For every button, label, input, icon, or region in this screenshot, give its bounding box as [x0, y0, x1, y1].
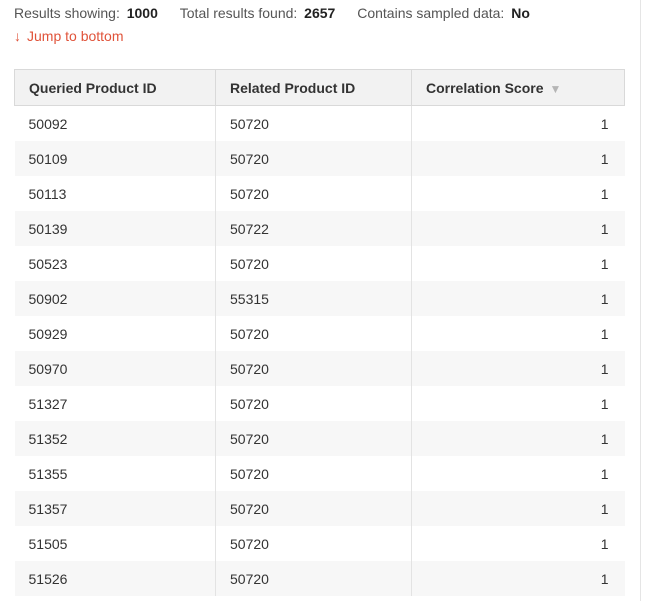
- cell-queried-product-id: 50929: [28, 325, 68, 342]
- column-header-label: Correlation Score: [426, 79, 544, 96]
- cell-queried-product-id: 50113: [28, 185, 67, 202]
- cell-queried-product-id: 51352: [14, 421, 216, 456]
- cell-correlation-score: 1: [411, 105, 625, 141]
- results-table: Queried Product ID Related Product ID Co…: [14, 69, 625, 596]
- cell-correlation-score: 1: [411, 316, 625, 351]
- cell-related-product-id: 50720: [215, 316, 412, 351]
- cell-queried-product-id: 51505: [28, 535, 68, 552]
- column-header-label: Queried Product ID: [29, 79, 157, 96]
- arrow-down-icon: ↓: [14, 28, 21, 44]
- cell-related-product-id: 55315: [215, 281, 412, 316]
- cell-related-product-id: 50720: [215, 456, 412, 491]
- cell-related-product-id: 50720: [215, 105, 412, 141]
- cell-related-product-id: 50720: [215, 491, 412, 526]
- total-results: Total results found: 2657: [180, 5, 339, 21]
- total-results-value: 2657: [304, 5, 336, 21]
- cell-related-product-id: 50720: [215, 246, 412, 281]
- cell-related-product-id: 50720: [215, 421, 412, 456]
- results-showing-value: 1000: [126, 5, 158, 21]
- column-header-label: Related Product ID: [230, 79, 356, 96]
- cell-correlation-score: 1: [411, 456, 625, 491]
- table-row[interactable]: 50092 50720 1: [15, 105, 625, 141]
- cell-correlation-score: 1: [411, 176, 625, 211]
- cell-correlation-score: 1: [411, 246, 625, 281]
- table-row[interactable]: 50523 50720 1: [15, 246, 625, 281]
- table-row[interactable]: 51327 50720 1: [15, 386, 625, 421]
- cell-queried-product-id: 51327: [28, 395, 68, 412]
- sampled-data-value: No: [511, 5, 530, 21]
- total-results-label: Total results found:: [179, 5, 298, 21]
- cell-related-product-id: 50722: [215, 211, 412, 246]
- cell-related-product-id: 50720: [215, 176, 412, 211]
- cell-correlation-score: 1: [411, 526, 625, 561]
- table-row[interactable]: 50109 50720 1: [14, 141, 625, 176]
- cell-correlation-score: 1: [411, 281, 625, 316]
- cell-queried-product-id: 50092: [28, 115, 68, 132]
- cell-queried-product-id: 50523: [28, 255, 68, 272]
- cell-related-product-id: 50720: [215, 561, 412, 596]
- table-row[interactable]: 50929 50720 1: [15, 316, 625, 351]
- sampled-data-label: Contains sampled data:: [357, 5, 505, 21]
- cell-queried-product-id: 50970: [14, 351, 216, 386]
- column-header-related-product-id[interactable]: Related Product ID: [215, 69, 412, 106]
- results-showing: Results showing: 1000: [14, 5, 162, 21]
- table-row[interactable]: 50139 50722 1: [14, 211, 625, 246]
- table-row[interactable]: 51352 50720 1: [14, 421, 625, 456]
- sampled-data: Contains sampled data: No: [357, 5, 530, 21]
- cell-related-product-id: 50720: [215, 386, 412, 421]
- table-row[interactable]: 50970 50720 1: [14, 351, 625, 386]
- cell-related-product-id: 50720: [215, 351, 412, 386]
- cell-related-product-id: 50720: [215, 141, 412, 176]
- table-row[interactable]: 51357 50720 1: [14, 491, 625, 526]
- table-row[interactable]: 51355 50720 1: [15, 456, 625, 491]
- jump-to-bottom-label: Jump to bottom: [27, 28, 124, 44]
- scrollbar[interactable]: [640, 0, 649, 601]
- cell-correlation-score: 1: [411, 351, 625, 386]
- cell-queried-product-id: 50109: [14, 141, 216, 176]
- table-row[interactable]: 51526 50720 1: [14, 561, 625, 596]
- cell-correlation-score: 1: [411, 141, 625, 176]
- column-header-correlation-score[interactable]: Correlation Score ▼: [411, 69, 625, 106]
- cell-correlation-score: 1: [411, 386, 625, 421]
- cell-queried-product-id: 50902: [14, 281, 216, 316]
- table-row[interactable]: 51505 50720 1: [15, 526, 625, 561]
- column-header-queried-product-id[interactable]: Queried Product ID: [14, 69, 216, 106]
- cell-related-product-id: 50720: [215, 526, 412, 561]
- cell-queried-product-id: 51355: [28, 465, 68, 482]
- cell-correlation-score: 1: [411, 211, 625, 246]
- table-header-row: Queried Product ID Related Product ID Co…: [14, 69, 625, 106]
- cell-queried-product-id: 51357: [14, 491, 216, 526]
- table-row[interactable]: 50902 55315 1: [14, 281, 625, 316]
- cell-queried-product-id: 51526: [14, 561, 216, 596]
- table-row[interactable]: 50113 50720 1: [15, 176, 625, 211]
- cell-correlation-score: 1: [411, 561, 625, 596]
- sort-descending-icon[interactable]: ▼: [549, 81, 562, 96]
- results-showing-label: Results showing:: [14, 5, 120, 21]
- results-summary: Results showing: 1000 Total results foun…: [14, 5, 548, 21]
- cell-queried-product-id: 50139: [14, 211, 216, 246]
- cell-correlation-score: 1: [411, 491, 625, 526]
- cell-correlation-score: 1: [411, 421, 625, 456]
- jump-to-bottom-link[interactable]: ↓ Jump to bottom: [14, 28, 124, 44]
